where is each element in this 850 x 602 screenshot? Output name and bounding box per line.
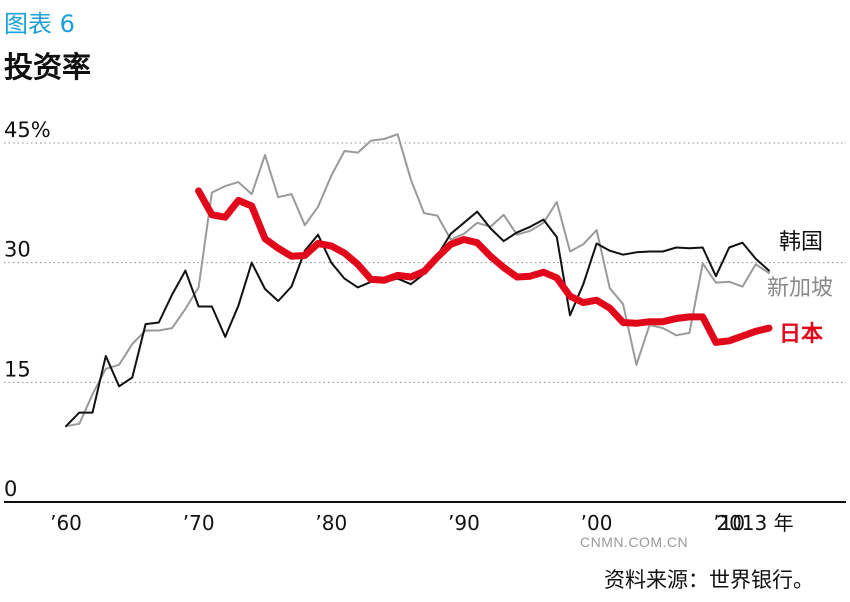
watermark: CNMN.COM.CN bbox=[580, 534, 689, 550]
series-line bbox=[65, 133, 770, 428]
x-tick-label: ’60 bbox=[50, 511, 82, 535]
series-label: 新加坡 bbox=[767, 276, 833, 301]
series-lines bbox=[65, 133, 773, 428]
series-line bbox=[195, 187, 773, 346]
x-tick-label: ’90 bbox=[448, 511, 480, 535]
y-tick-label: 30 bbox=[4, 238, 31, 262]
x-tick-label: 2013 年 bbox=[716, 511, 793, 535]
x-tick-label: ’00 bbox=[581, 511, 613, 535]
source-note: 资料来源：世界银行。 bbox=[604, 568, 814, 592]
series-line bbox=[65, 210, 770, 428]
figure-number: 图表 6 bbox=[4, 10, 75, 38]
x-tick-label: ’10 bbox=[713, 511, 745, 535]
x-tick-label: ’80 bbox=[315, 511, 347, 535]
chart-title: 投资率 bbox=[4, 50, 92, 84]
series-label: 日本 bbox=[779, 322, 823, 347]
y-tick-label: 0 bbox=[4, 477, 17, 501]
series-label: 韩国 bbox=[779, 230, 823, 255]
gridlines bbox=[4, 142, 846, 383]
y-tick-label: 15 bbox=[4, 357, 31, 381]
x-tick-label: ’70 bbox=[183, 511, 215, 535]
y-tick-labels: 0 15 30 45% bbox=[4, 118, 51, 501]
y-tick-label: 45% bbox=[4, 118, 51, 142]
